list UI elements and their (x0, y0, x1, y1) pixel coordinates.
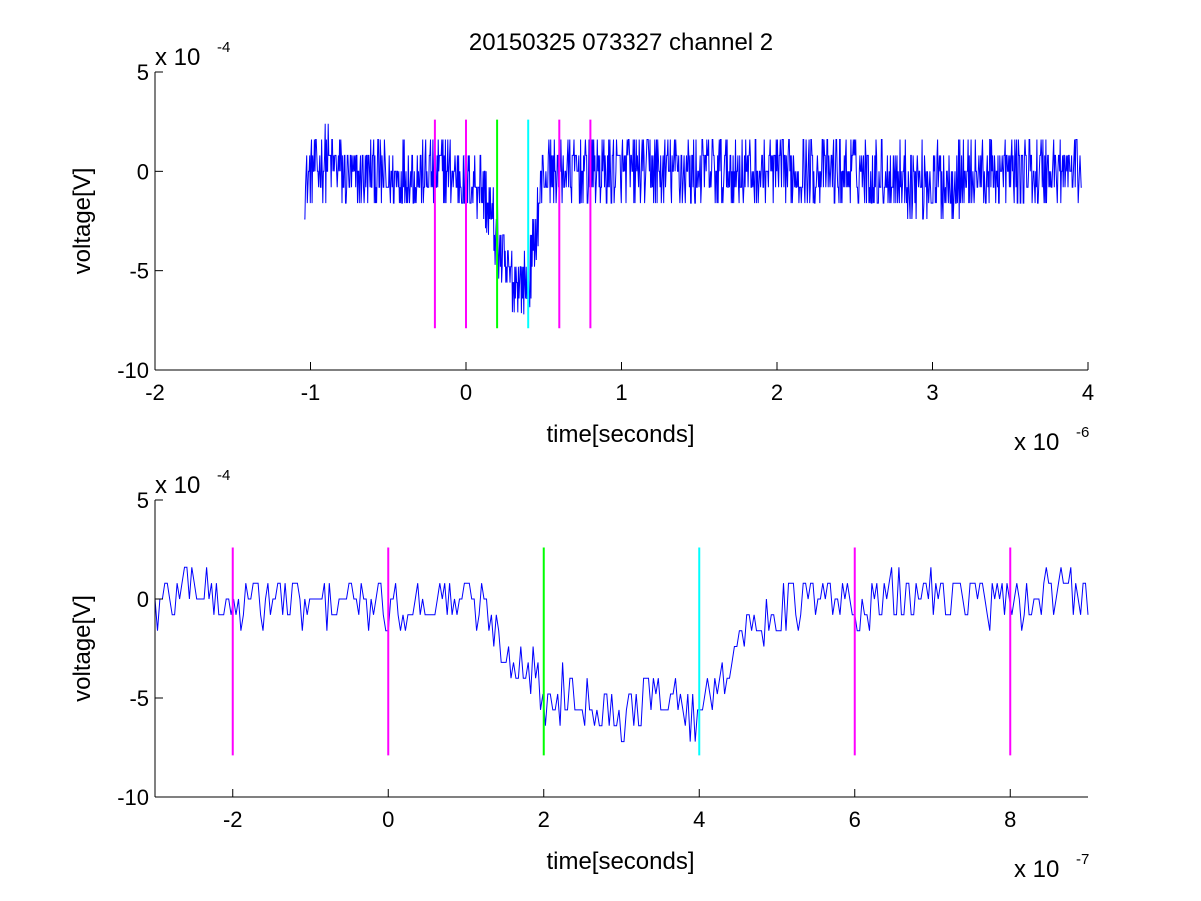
y-multiplier-label: x 10 (155, 472, 200, 499)
x-tick-label: 3 (926, 380, 938, 405)
y-tick-label: -5 (129, 686, 149, 711)
x-tick-label: 4 (1082, 380, 1094, 405)
x-tick-label: 2 (538, 807, 550, 832)
y-multiplier-exponent: -4 (217, 39, 230, 56)
y-tick-label: -10 (117, 785, 149, 810)
x-tick-label: -2 (223, 807, 243, 832)
x-multiplier-label: x 10 (1014, 429, 1059, 456)
y-tick-label: 0 (137, 159, 149, 184)
signal-line (154, 566, 1089, 743)
y-tick-label: -10 (117, 358, 149, 383)
x-multiplier-exponent: -7 (1076, 851, 1089, 868)
plot-top: -2 -1 0 1 2 3 4-10-505time[seconds]voltage[V]x… (69, 39, 1094, 456)
y-tick-label: -5 (129, 259, 149, 284)
x-multiplier-exponent: -6 (1076, 424, 1089, 441)
x-tick-label: 0 (382, 807, 394, 832)
x-tick-label: 2 (771, 380, 783, 405)
y-multiplier-exponent: -4 (217, 467, 230, 484)
x-axis-label: time[seconds] (546, 848, 694, 875)
y-multiplier-label: x 10 (155, 44, 200, 71)
x-tick-label: 1 (615, 380, 627, 405)
x-tick-label: -2 (145, 380, 165, 405)
y-tick-label: 5 (137, 60, 149, 85)
x-multiplier-label: x 10 (1014, 856, 1059, 883)
y-tick-label: 0 (137, 587, 149, 612)
x-axis-label: time[seconds] (546, 421, 694, 448)
figure-title: 20150325 073327 channel 2 (469, 29, 773, 56)
x-tick-label: 6 (849, 807, 861, 832)
x-tick-label: 8 (1004, 807, 1016, 832)
x-tick-label: -1 (301, 380, 321, 405)
y-axis-label: voltage[V] (69, 595, 96, 702)
x-tick-label: 0 (460, 380, 472, 405)
y-tick-label: 5 (137, 488, 149, 513)
plot-bottom: -2 0 2 4 6 8 -10 -5 0 5 time[seconds] voltage[V] x 1… (69, 467, 1089, 883)
x-tick-label: 4 (693, 807, 705, 832)
y-axis-label: voltage[V] (69, 168, 96, 275)
